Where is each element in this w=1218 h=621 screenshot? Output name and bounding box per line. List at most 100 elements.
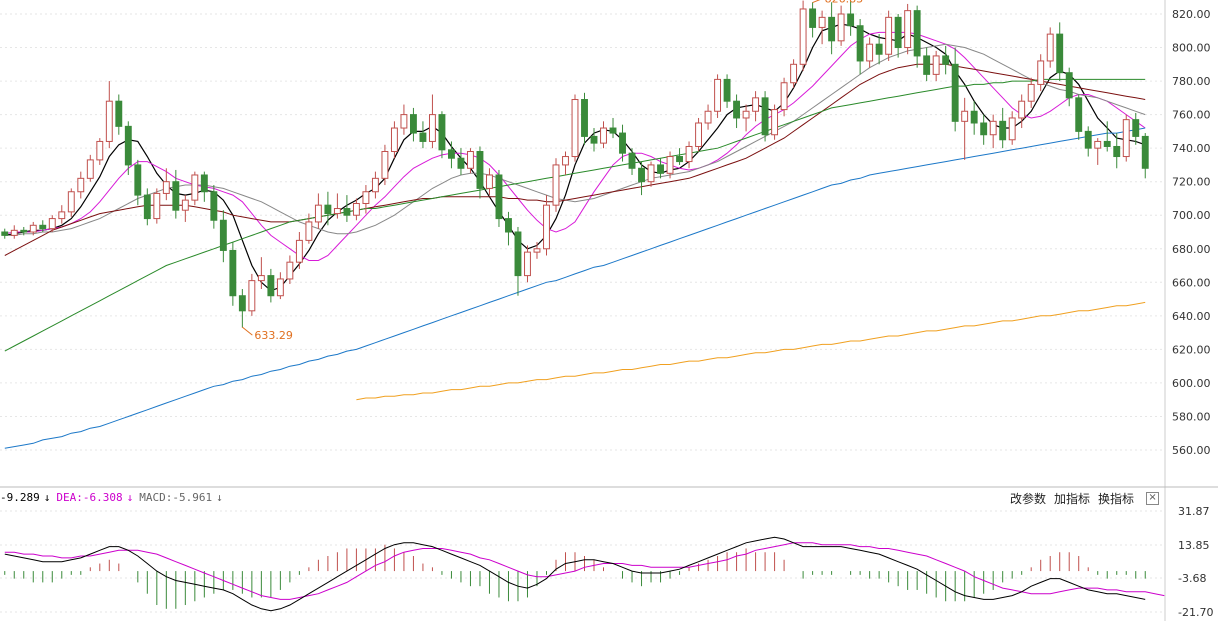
candle bbox=[894, 14, 902, 58]
candle bbox=[448, 141, 455, 169]
candle bbox=[400, 104, 408, 135]
close-icon[interactable]: × bbox=[1146, 492, 1160, 505]
candle bbox=[685, 141, 693, 169]
candle-body bbox=[970, 110, 978, 124]
macd-histogram bbox=[4, 544, 1146, 609]
candle bbox=[1141, 133, 1149, 179]
candle bbox=[752, 91, 760, 122]
candle bbox=[238, 289, 246, 328]
candle bbox=[904, 3, 912, 55]
candle bbox=[1046, 27, 1054, 68]
candle bbox=[438, 111, 446, 159]
candle-body bbox=[799, 8, 807, 65]
add-indicator-button[interactable]: 加指标 bbox=[1054, 492, 1091, 506]
candle bbox=[999, 107, 1007, 149]
candle bbox=[1094, 138, 1102, 165]
annotation-pointer bbox=[242, 326, 253, 336]
switch-indicator-button[interactable]: 换指标 bbox=[1098, 492, 1135, 506]
candle bbox=[761, 91, 769, 142]
candle bbox=[77, 171, 85, 199]
candle-body bbox=[913, 10, 921, 57]
candle bbox=[419, 121, 427, 149]
candle-body bbox=[695, 122, 702, 147]
candle bbox=[39, 220, 47, 232]
candle-body bbox=[666, 156, 674, 174]
candle-body bbox=[77, 177, 85, 193]
candle-body bbox=[600, 127, 607, 144]
candle-body bbox=[657, 164, 664, 174]
price-tick-label: 760.00 bbox=[1172, 109, 1211, 122]
candle bbox=[980, 114, 988, 145]
candle bbox=[390, 121, 398, 159]
candle bbox=[543, 195, 550, 256]
price-tick-label: 700.00 bbox=[1172, 209, 1211, 222]
candle-body bbox=[86, 159, 94, 179]
candle bbox=[619, 124, 626, 162]
candle bbox=[1113, 133, 1121, 169]
candle bbox=[771, 104, 779, 140]
candle bbox=[790, 59, 798, 88]
candle bbox=[628, 148, 636, 175]
candle bbox=[409, 107, 417, 142]
candle-body bbox=[476, 151, 484, 189]
candle bbox=[828, 2, 836, 55]
candle-body bbox=[428, 114, 436, 142]
candle-body bbox=[134, 164, 142, 196]
candle-body bbox=[932, 55, 940, 75]
candle-body bbox=[875, 43, 883, 55]
candle bbox=[524, 245, 531, 283]
price-axis: 820.00 800.00 780.00 760.00 740.00 720.00 700.… bbox=[1172, 8, 1211, 457]
candle-body bbox=[362, 191, 370, 204]
macd-tick-label: -3.68 bbox=[1178, 572, 1206, 585]
dea-line bbox=[4, 542, 1165, 600]
candle-body bbox=[448, 149, 455, 159]
candle-body bbox=[333, 208, 341, 215]
modify-params-button[interactable]: 改参数 bbox=[1010, 492, 1047, 506]
candle bbox=[286, 255, 294, 284]
candle-body bbox=[457, 157, 465, 169]
candle-body bbox=[505, 218, 512, 233]
candle-body bbox=[1018, 100, 1026, 119]
dea-down-arrow-icon: ↓ bbox=[126, 491, 134, 504]
candle bbox=[352, 198, 360, 221]
candle bbox=[818, 10, 826, 45]
candle-body bbox=[115, 100, 123, 127]
candle bbox=[10, 225, 18, 239]
candle bbox=[505, 211, 512, 246]
price-tick-label: 820.00 bbox=[1172, 8, 1211, 21]
candle-body bbox=[818, 16, 826, 28]
candle-body bbox=[1056, 33, 1064, 74]
candle bbox=[932, 50, 940, 82]
candle-body bbox=[96, 140, 104, 161]
price-tick-label: 780.00 bbox=[1172, 75, 1211, 88]
candle bbox=[1084, 126, 1092, 157]
candle-body bbox=[866, 43, 874, 62]
candle-body bbox=[267, 275, 275, 297]
candle bbox=[942, 45, 950, 75]
candle-body bbox=[162, 181, 170, 194]
candle bbox=[885, 10, 893, 61]
candle bbox=[486, 168, 493, 196]
price-tick-label: 660.00 bbox=[1172, 276, 1211, 289]
candle bbox=[609, 117, 617, 139]
dea-label: DEA: bbox=[56, 491, 83, 504]
candlesticks bbox=[1, 0, 1149, 328]
candle bbox=[733, 94, 741, 129]
candle-body bbox=[200, 174, 208, 193]
candle-body bbox=[590, 135, 598, 144]
candle-body bbox=[58, 211, 66, 220]
candle bbox=[600, 121, 607, 149]
candle-body bbox=[371, 177, 379, 193]
candle-body bbox=[29, 224, 37, 233]
candle-body bbox=[191, 174, 199, 201]
candle bbox=[657, 158, 664, 179]
candle-body bbox=[1113, 145, 1121, 158]
candle bbox=[381, 144, 389, 186]
candle-body bbox=[904, 10, 912, 49]
annotation-label: 633.29 bbox=[254, 329, 293, 342]
candle-body bbox=[1141, 135, 1149, 169]
candle-body bbox=[181, 199, 189, 211]
candle-body bbox=[685, 145, 693, 163]
candle-body bbox=[980, 122, 988, 136]
